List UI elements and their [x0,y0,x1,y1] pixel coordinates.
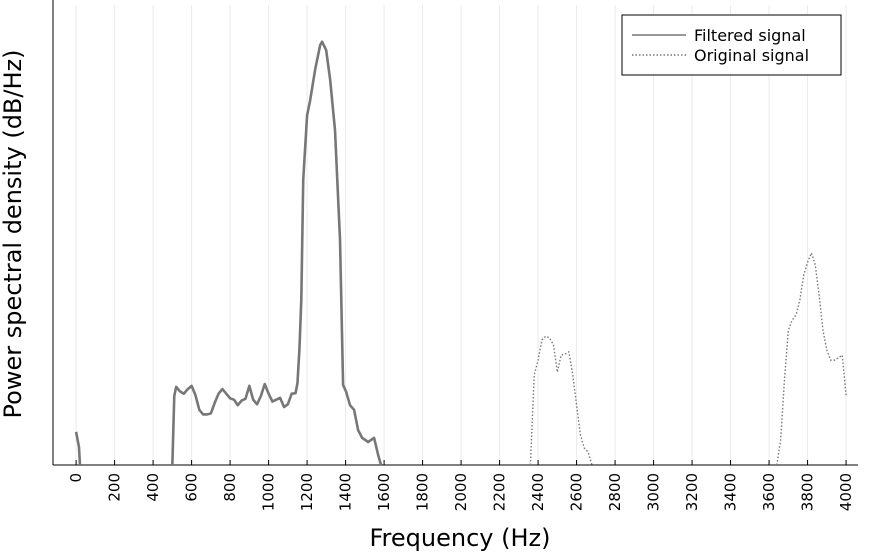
x-tick-label: 1200 [298,473,316,511]
x-tick-label: 0 [67,473,85,483]
x-tick-label: 3600 [760,473,778,511]
x-tick-label: 200 [106,473,124,502]
x-tick-label: 2200 [491,473,509,511]
legend-box [621,14,842,76]
x-tick-label: 3000 [645,473,663,511]
x-tick-label: 2800 [606,473,624,511]
y-axis-title: Power spectral density (dB/Hz) [0,50,27,419]
legend-label: Filtered signal [694,26,806,45]
x-tick-label: 1800 [414,473,432,511]
x-tick-label: 600 [183,473,201,502]
x-tick-label: 800 [221,473,239,502]
x-tick-label: 400 [144,473,162,502]
series-line [529,252,847,466]
x-tick-label: 1000 [260,473,278,511]
x-tick-label: 1400 [337,473,355,511]
x-tick-label: 3800 [799,473,817,511]
series-line [74,40,383,466]
x-tick-label: 3200 [683,473,701,511]
x-tick-label: 1600 [375,473,393,511]
x-tick-label: 3400 [722,473,740,511]
x-axis-title: Frequency (Hz) [370,524,551,552]
x-tick-label: 2000 [452,473,470,511]
x-tick-label: 2400 [529,473,547,511]
legend-label: Original signal [694,46,809,65]
x-tick-label: 4000 [837,473,855,511]
x-tick-label: 2600 [568,473,586,511]
